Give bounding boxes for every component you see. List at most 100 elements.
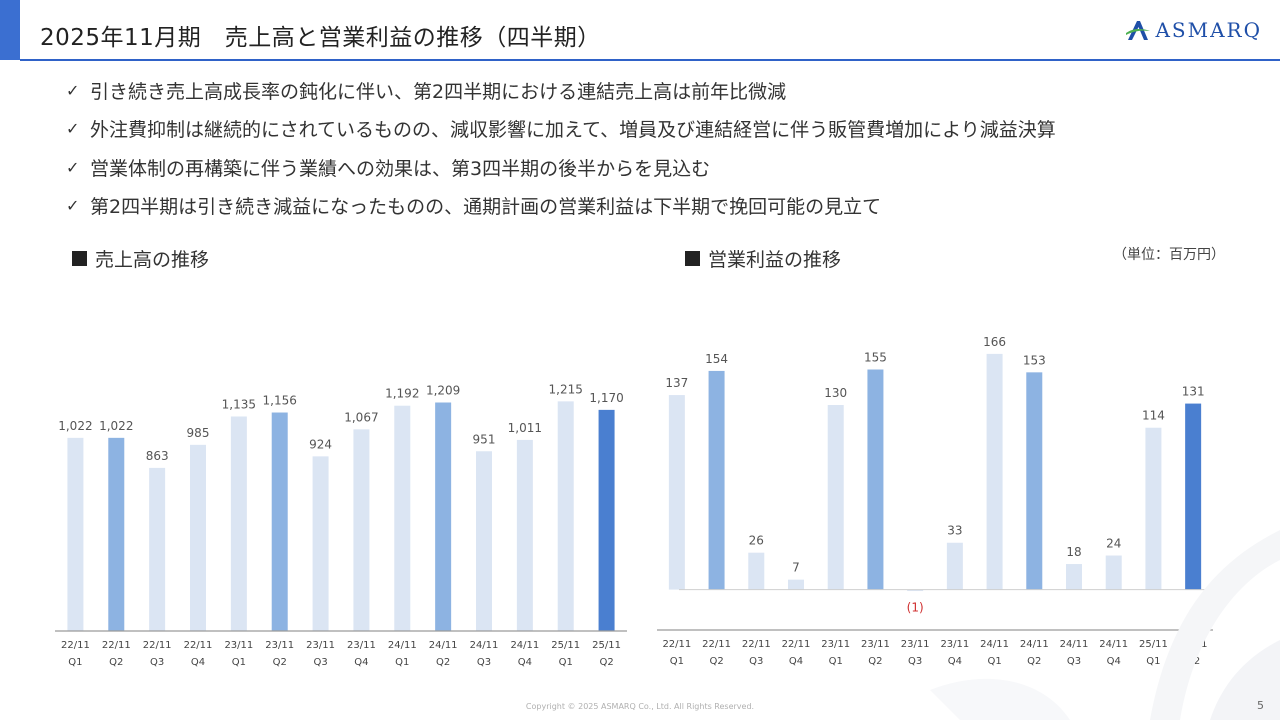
- data-label: 155: [864, 351, 887, 365]
- data-label: 1,215: [549, 382, 583, 396]
- bar: [1026, 372, 1043, 590]
- bullet-item: ✓ 引き続き売上高成長率の鈍化に伴い、第2四半期における連結売上高は前年比微減: [66, 71, 1056, 110]
- data-label: 137: [665, 376, 688, 390]
- x-tick-label: 24/11: [1020, 639, 1049, 650]
- x-tick-label: 24/11: [470, 640, 499, 651]
- bar: [394, 405, 411, 631]
- bullet-text: 営業体制の再構築に伴う業績への効果は、第3四半期の後半からを見込む: [90, 157, 711, 180]
- profit-section-title: 営業利益の推移: [708, 249, 842, 271]
- x-tick-label: Q1: [987, 656, 1001, 667]
- bullet-item: ✓ 営業体制の再構築に伴う業績への効果は、第3四半期の後半からを見込む: [66, 148, 1056, 187]
- sales-section-title: 売上高の推移: [95, 249, 210, 271]
- asmarq-logo-icon: [1126, 21, 1151, 40]
- x-tick-label: Q2: [599, 657, 613, 668]
- x-tick-label: Q3: [477, 657, 491, 668]
- bar: [907, 589, 924, 592]
- logo-text: ASMARQ: [1155, 18, 1262, 42]
- x-tick-label: 22/11: [662, 639, 691, 650]
- x-tick-label: 23/11: [306, 640, 335, 651]
- data-label: 26: [749, 534, 764, 548]
- bar: [1066, 564, 1082, 590]
- x-tick-label: Q4: [518, 657, 532, 668]
- data-label: 951: [473, 432, 496, 446]
- bar: [557, 401, 574, 631]
- x-tick-label: Q2: [1027, 656, 1041, 667]
- data-label: 1,209: [426, 383, 460, 397]
- company-logo: ASMARQ: [1125, 18, 1262, 42]
- x-tick-label: Q3: [313, 657, 327, 668]
- check-icon: ✓: [66, 196, 80, 216]
- data-label: 924: [309, 437, 332, 451]
- data-label: 166: [983, 335, 1006, 349]
- data-label: 24: [1106, 537, 1121, 551]
- bar: [271, 412, 288, 631]
- data-label: 131: [1182, 385, 1205, 399]
- bar: [516, 439, 533, 631]
- x-tick-label: Q3: [908, 656, 922, 667]
- background-swoosh-decoration: [930, 530, 1280, 720]
- bar: [1185, 403, 1202, 590]
- x-tick-label: Q2: [109, 657, 123, 668]
- x-tick-label: Q4: [789, 656, 803, 667]
- x-tick-label: 24/11: [429, 640, 458, 651]
- x-tick-label: 24/11: [388, 640, 417, 651]
- x-tick-label: Q4: [1107, 656, 1121, 667]
- data-label: 154: [705, 352, 728, 366]
- x-tick-label: 22/11: [143, 640, 172, 651]
- bar: [788, 579, 804, 590]
- x-tick-label: Q1: [232, 657, 246, 668]
- bullet-text: 外注費抑制は継続的にされているものの、減収影響に加えて、増員及び連結経営に伴う販…: [90, 119, 1056, 142]
- bar: [149, 467, 166, 631]
- bar: [230, 416, 247, 631]
- bar: [668, 395, 685, 590]
- unit-label: （単位：百万円）: [1113, 247, 1225, 263]
- check-icon: ✓: [66, 119, 80, 139]
- x-tick-label: 22/11: [742, 639, 771, 650]
- bar: [708, 370, 725, 590]
- x-tick-label: 23/11: [347, 640, 376, 651]
- check-icon: ✓: [66, 157, 80, 177]
- x-tick-label: 23/11: [265, 640, 294, 651]
- bar: [598, 409, 615, 631]
- data-label: 18: [1066, 545, 1081, 559]
- square-bullet-icon: [72, 251, 87, 266]
- x-tick-label: Q1: [670, 656, 684, 667]
- page-title: 2025年11月期 売上高と営業利益の推移（四半期）: [40, 25, 601, 51]
- data-label: 1,022: [99, 419, 133, 433]
- bullet-item: ✓ 第2四半期は引き続き減益になったものの、通期計画の営業利益は下半期で挽回可能の…: [66, 187, 1056, 226]
- sales-chart: 1,022 22/11 Q1 1,022 22/11 Q2 863 22/11 Q3 985 22/…: [55, 330, 627, 675]
- x-tick-label: 23/11: [224, 640, 253, 651]
- data-label: 1,022: [58, 419, 92, 433]
- page-number: 5: [1257, 699, 1264, 712]
- data-label: 114: [1142, 409, 1165, 423]
- bullet-list: ✓ 引き続き売上高成長率の鈍化に伴い、第2四半期における連結売上高は前年比微減 ✓…: [66, 71, 1056, 225]
- x-tick-label: Q4: [191, 657, 205, 668]
- bar: [827, 405, 844, 590]
- x-tick-label: 24/11: [1099, 639, 1128, 650]
- data-label: 7: [792, 561, 800, 575]
- bar: [986, 353, 1003, 590]
- x-tick-label: Q1: [68, 657, 82, 668]
- data-label: 1,192: [385, 387, 419, 401]
- bullet-text: 引き続き売上高成長率の鈍化に伴い、第2四半期における連結売上高は前年比微減: [90, 80, 787, 103]
- x-tick-label: 23/11: [861, 639, 890, 650]
- copyright-footer: Copyright © 2025 ASMARQ Co., Ltd. All Ri…: [525, 702, 755, 711]
- x-tick-label: Q3: [150, 657, 164, 668]
- bar: [190, 444, 206, 631]
- data-label: 1,011: [508, 421, 542, 435]
- data-label: 130: [824, 386, 847, 400]
- bar: [476, 451, 492, 631]
- bar: [946, 542, 963, 590]
- x-tick-label: 24/11: [980, 639, 1009, 650]
- x-tick-label: 22/11: [782, 639, 811, 650]
- x-tick-label: Q1: [395, 657, 409, 668]
- data-label: 153: [1023, 353, 1046, 367]
- bar: [1145, 427, 1162, 590]
- bar: [435, 402, 452, 631]
- x-tick-label: 22/11: [702, 639, 731, 650]
- x-tick-label: 25/11: [551, 640, 580, 651]
- data-label: 863: [146, 449, 169, 463]
- x-tick-label: 24/11: [1060, 639, 1089, 650]
- sales-chart-svg: 1,022 22/11 Q1 1,022 22/11 Q2 863 22/11 Q3 985 22/…: [55, 382, 627, 668]
- data-label: 33: [947, 524, 962, 538]
